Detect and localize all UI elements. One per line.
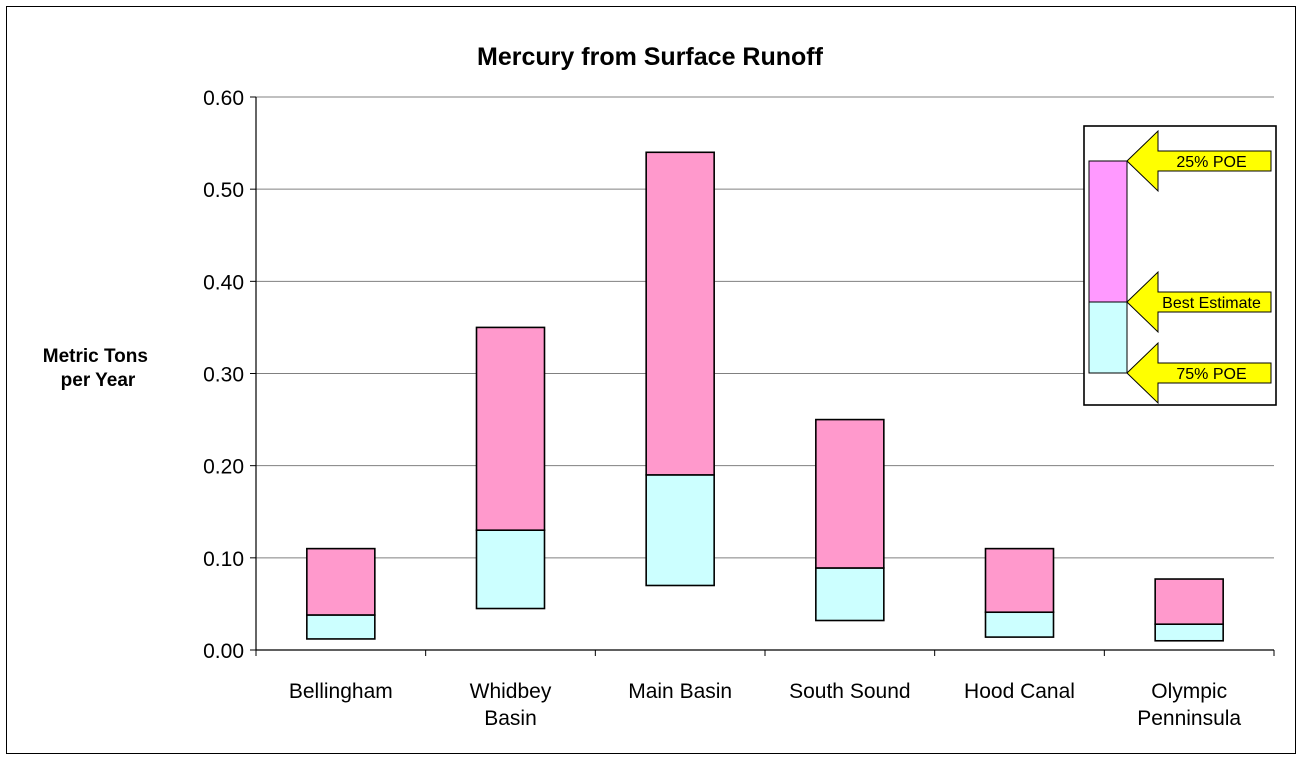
y-tick-label: 0.10 (203, 548, 244, 571)
bar-lower-segment (984, 611, 1055, 638)
x-tick-label-line: Hood Canal (964, 680, 1075, 703)
legend-swatch-lower (1088, 301, 1128, 374)
x-tick-label: Main Basin (628, 680, 732, 703)
bar-lower-segment (1154, 623, 1224, 642)
x-tick-label: Bellingham (289, 680, 393, 703)
x-tick-label-line: Olympic (1151, 680, 1227, 703)
bar-upper-segment (815, 418, 885, 569)
bar-lower-segment (815, 567, 885, 622)
bar-upper-segment (1154, 578, 1224, 625)
legend-swatch-upper (1088, 160, 1128, 303)
x-tick-label: South Sound (789, 680, 910, 703)
chart-title: Mercury from Surface Runoff (477, 43, 824, 71)
legend-label: 25% POE (1176, 154, 1246, 171)
bar-lower-segment (645, 474, 715, 587)
x-tick-label-line: South Sound (789, 680, 910, 703)
y-tick-label: 0.00 (203, 640, 244, 663)
y-axis-label-line-2: per Year (61, 370, 136, 391)
legend-arrow-best-estimate (1126, 270, 1272, 334)
legend-label: Best Estimate (1162, 295, 1261, 312)
x-tick-label: Olympic Penninsula (1137, 680, 1241, 730)
y-tick-label: 0.30 (203, 364, 244, 387)
y-axis-label-line-1: Metric Tons (43, 346, 148, 367)
bar-lower-segment (475, 529, 546, 610)
y-tick-label: 0.40 (203, 271, 244, 294)
x-tick-label-line: Bellingham (289, 680, 393, 703)
bar-upper-segment (475, 326, 546, 531)
x-tick-label-line: Penninsula (1137, 707, 1241, 730)
x-tick-label-line: Whidbey (470, 680, 552, 703)
x-tick-label-line: Basin (484, 707, 537, 730)
y-tick-label: 0.20 (203, 456, 244, 479)
legend-arrow-75-poe (1126, 341, 1272, 405)
bar-upper-segment (306, 547, 376, 616)
bar-lower-segment (306, 614, 376, 640)
x-tick-label: Hood Canal (964, 680, 1075, 703)
bar-upper-segment (645, 151, 715, 476)
x-tick-label-line: Main Basin (628, 680, 732, 703)
y-tick-label: 0.50 (203, 179, 244, 202)
legend-arrow-25-poe (1126, 129, 1272, 193)
legend-label: 75% POE (1176, 366, 1246, 383)
y-tick-label: 0.60 (203, 87, 244, 110)
x-tick-label: Whidbey Basin (470, 680, 552, 730)
bar-upper-segment (984, 547, 1055, 614)
y-axis-label: Metric Tons per Year (43, 346, 154, 391)
